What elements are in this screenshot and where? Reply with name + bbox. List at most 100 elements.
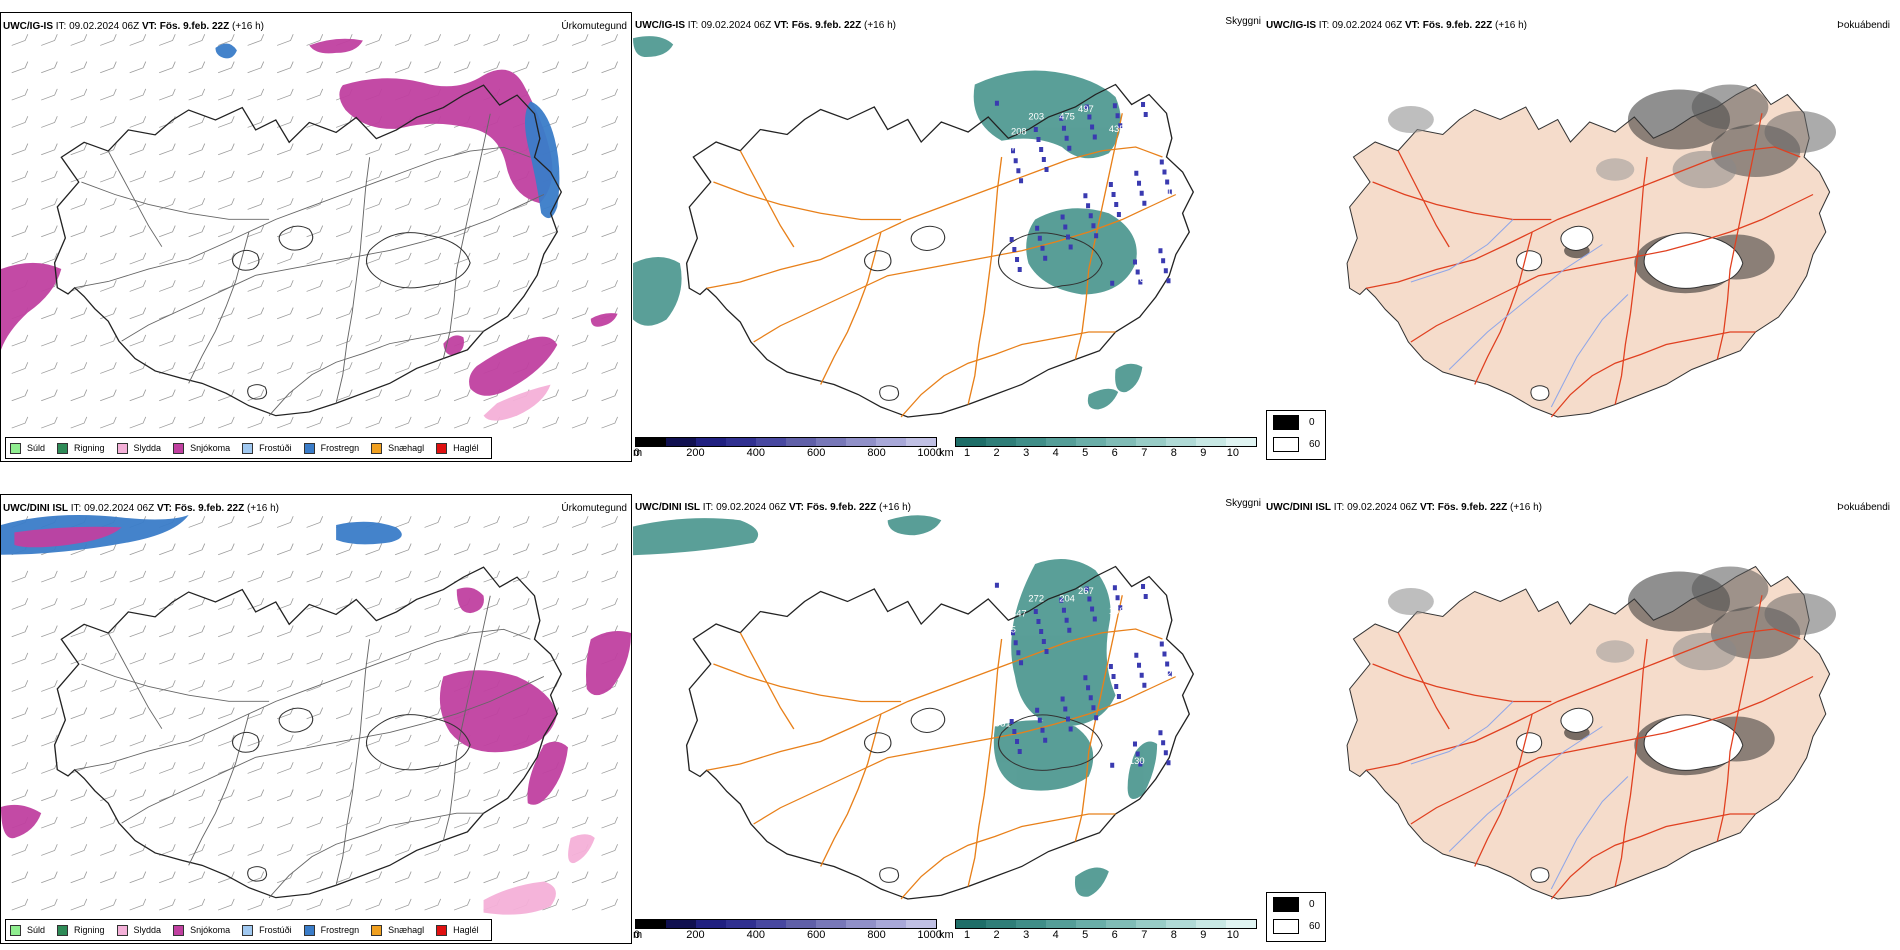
model-name: UWC/DINI ISL (635, 502, 700, 513)
cloud-base-value: 817 (1169, 629, 1185, 639)
colorbar-tick: 8 (1170, 447, 1177, 459)
colorbar-tick: 7 (1141, 929, 1148, 941)
visibility-panel: 475 497 435 203 208 207 195 109 314 176 UWC/IG-IS … (633, 12, 1265, 462)
fog-legend-value: 0 (1309, 416, 1315, 428)
legend-label: Haglél (453, 925, 479, 935)
legend-item: Haglél (436, 442, 479, 454)
legend-label: Snæhagl (388, 443, 425, 453)
legend-label: Súld (27, 925, 46, 935)
legend-item: Snjókoma (173, 442, 230, 454)
cloud-base-areas (994, 100, 1172, 286)
colorbar-tick: 0 (633, 929, 640, 941)
colorbar-cell (1226, 438, 1256, 446)
legend-swatch (371, 924, 383, 936)
cloud-base-value: 208 (1011, 127, 1027, 137)
it-label: IT: (687, 20, 699, 31)
colorbar-tick: 1000 (917, 447, 942, 459)
legend-label: Frostúði (259, 443, 292, 453)
colorbar-cell (666, 920, 696, 928)
visibility-areas (633, 36, 1143, 410)
colorbar-cell (636, 920, 666, 928)
colorbar-cell (1136, 438, 1166, 446)
colorbar-tick: 6 (1111, 447, 1118, 459)
colorbar-tick: 10 (1226, 929, 1239, 941)
colorbar-cell (986, 920, 1016, 928)
legend-label: Haglél (453, 443, 479, 453)
colorbar-tick: 3 (1023, 447, 1030, 459)
colorbar-tick: 5 (1082, 447, 1089, 459)
legend-item: Frostúði (242, 924, 292, 936)
model-name: UWC/IG-IS (3, 21, 53, 32)
colorbar-cell (1016, 438, 1046, 446)
lead-time: (+16 h) (232, 21, 264, 32)
cloud-base-value: 202 (1196, 688, 1212, 698)
precip-panel-label: Úrkomutegund (561, 21, 627, 32)
cloud-base-value: 981 (995, 719, 1011, 729)
height-unit: m (633, 447, 643, 459)
legend-swatch (303, 442, 315, 454)
panel-title: UWC/IG-IS IT: 09.02.2024 06Z VT: Fös. 9.… (3, 21, 264, 32)
fog-index-panel: UWC/IG-IS IT: 09.02.2024 06Z VT: Fös. 9.… (1266, 12, 1900, 462)
vt-label: VT: (141, 21, 157, 32)
colorbar-cell (666, 438, 696, 446)
precip-areas (1, 515, 631, 915)
fog-panel-label: Þokuábendi (1837, 502, 1890, 513)
colorbar-tick: 600 (807, 447, 826, 459)
height-colorbar: 0 200 400 600 800 1000 (633, 919, 942, 941)
fog-map (1346, 83, 1836, 418)
legend-label: Frostúði (259, 925, 292, 935)
legend-label: Súld (27, 443, 46, 453)
precip-map (1, 515, 631, 915)
it-label: IT: (70, 503, 82, 514)
fog-legend-row: 60 (1267, 433, 1325, 455)
colorbar-tick: 6 (1111, 929, 1118, 941)
colorbar-tick: 400 (746, 929, 765, 941)
colorbar-cell (756, 438, 786, 446)
valid-time: Fös. 9.feb. 22Z (159, 21, 230, 32)
it-label: IT: (1333, 502, 1345, 513)
fog-legend-value: 0 (1309, 898, 1315, 910)
fog-legend-row: 0 (1267, 411, 1325, 433)
precip-legend: Súld Rigning Slydda Snjókoma Frostúði Frostre… (5, 919, 492, 941)
colorbar-tick: 1000 (917, 929, 942, 941)
panel-title: UWC/DINI ISL IT: 09.02.2024 06Z VT: Fös.… (1266, 502, 1542, 513)
visibility-panel-label: Skyggni (1225, 16, 1261, 27)
legend-item: Snæhagl (371, 442, 425, 454)
colorbar-cell (1226, 920, 1256, 928)
it-label: IT: (702, 502, 714, 513)
visibility-panel: 204 267 158 272 347 675 817 212 202 130 981 UWC/DIN… (633, 494, 1265, 944)
valid-time: Fös. 9.feb. 22Z (806, 502, 877, 513)
colorbar-cell (876, 438, 906, 446)
model-name: UWC/DINI ISL (3, 503, 68, 514)
vt-label: VT: (156, 503, 172, 514)
precip-panel-label: Úrkomutegund (561, 503, 627, 514)
fog-legend-value: 60 (1309, 920, 1321, 932)
height-colorbar-ticks: 0 200 400 600 800 1000 (634, 447, 942, 459)
legend-item: Snæhagl (371, 924, 425, 936)
cloud-base-value: 212 (1166, 669, 1182, 679)
rivers (1410, 701, 1629, 890)
colorbar-cell (816, 438, 846, 446)
legend-item: Haglél (436, 924, 479, 936)
lead-time: (+16 h) (864, 20, 896, 31)
legend-label: Snæhagl (388, 925, 425, 935)
model-name: UWC/IG-IS (635, 20, 685, 31)
colorbar-tick: 9 (1200, 929, 1207, 941)
colorbar-tick: 2 (993, 447, 1000, 459)
lead-time: (+16 h) (879, 502, 911, 513)
legend-label: Snjókoma (190, 925, 231, 935)
fog-legend-row: 60 (1267, 915, 1325, 937)
colorbar-cell (786, 920, 816, 928)
lead-time: (+16 h) (1510, 502, 1542, 513)
colorbar-cell (816, 920, 846, 928)
panel-title: UWC/DINI ISL IT: 09.02.2024 06Z VT: Fös.… (635, 502, 911, 513)
legend-item: Súld (10, 924, 46, 936)
colorbar-cell (1166, 920, 1196, 928)
colorbar-cell (1196, 438, 1226, 446)
model-name: UWC/IG-IS (1266, 20, 1316, 31)
legend-swatch (242, 442, 254, 454)
colorbar-tick: 2 (993, 929, 1000, 941)
init-time: 09.02.2024 06Z (716, 502, 787, 513)
cloud-base-value: 109 (1166, 187, 1182, 197)
